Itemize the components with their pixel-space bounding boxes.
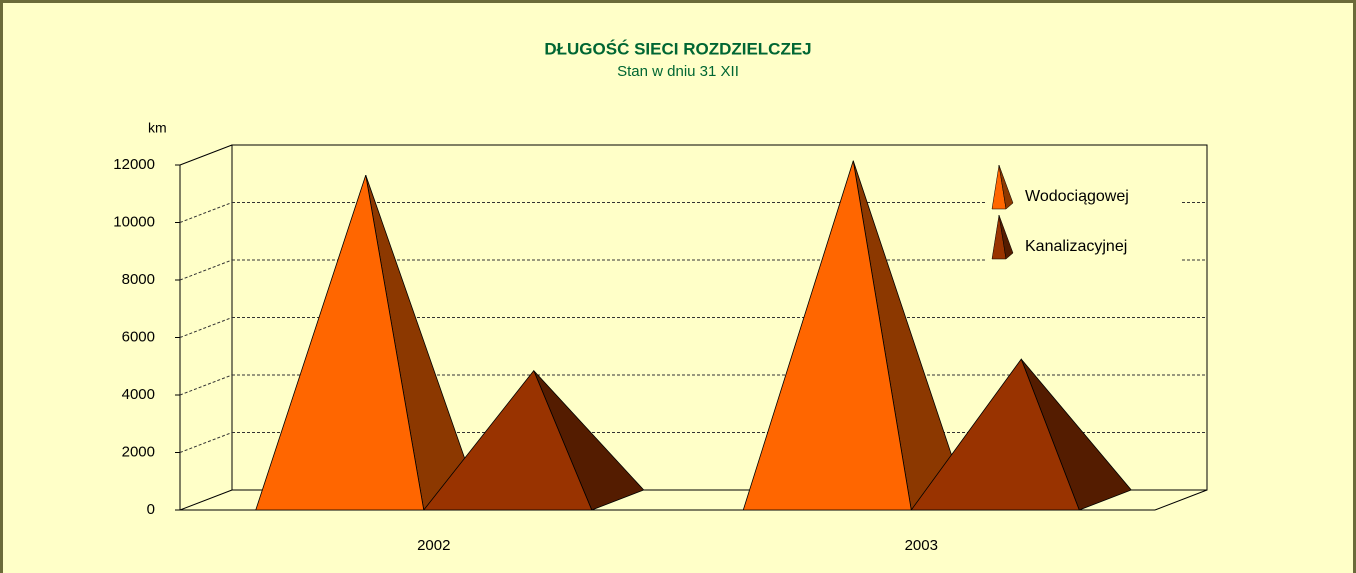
- grid-line: [179, 202, 233, 223]
- floor-right: [1154, 489, 1208, 511]
- side-wall-top: [179, 144, 233, 166]
- legend-icon-side: [998, 164, 1014, 210]
- y-tick-label: 8000: [122, 271, 155, 288]
- y-axis-label: km: [148, 120, 167, 136]
- pyramid: [422, 369, 593, 511]
- chart-title: DŁUGOŚĆ SIECI ROZDZIELCZEJ: [544, 39, 811, 58]
- y-tick-label: 4000: [122, 386, 155, 403]
- chart-subtitle: Stan w dniu 31 XII: [617, 63, 739, 80]
- floor-left: [179, 489, 233, 511]
- y-tick-label: 0: [147, 501, 155, 518]
- legend-label: Wodociągowej: [1025, 188, 1129, 205]
- pyramid: [910, 358, 1080, 511]
- grid-line: [179, 374, 233, 396]
- pyramid: [255, 175, 425, 511]
- legend-background: [985, 165, 1180, 275]
- pyramid: [742, 160, 912, 511]
- y-tick-label: 6000: [122, 328, 155, 345]
- grid-line: [179, 259, 233, 281]
- x-tick-label: 2003: [905, 537, 938, 554]
- y-tick-label: 2000: [122, 443, 155, 460]
- legend-icon-side: [998, 214, 1014, 260]
- grid-line: [179, 317, 233, 338]
- grid-line: [179, 432, 233, 453]
- x-tick-label: 2002: [417, 537, 450, 554]
- y-tick-label: 12000: [113, 156, 155, 173]
- y-tick-label: 10000: [113, 213, 155, 230]
- legend-label: Kanalizacyjnej: [1025, 238, 1127, 255]
